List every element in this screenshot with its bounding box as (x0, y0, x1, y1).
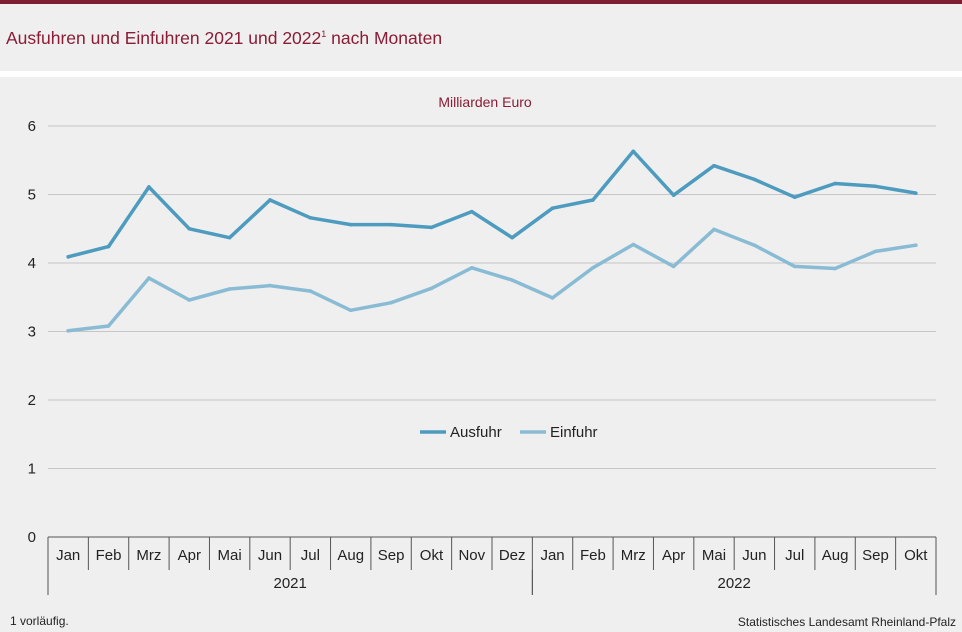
data-point-einfuhr (227, 287, 232, 291)
x-tick-label: Jan (540, 547, 564, 564)
x-tick-label: Okt (904, 547, 928, 564)
legend-label: Ausfuhr (450, 424, 502, 441)
data-point-einfuhr (510, 278, 514, 282)
data-point-einfuhr (591, 265, 595, 270)
footnote: 1 vorläufig. (10, 614, 69, 628)
data-point-ausfuhr (712, 163, 716, 168)
data-point-ausfuhr (631, 149, 636, 154)
x-tick-label: Mai (218, 547, 242, 564)
x-tick-label: Mrz (136, 547, 161, 564)
data-point-ausfuhr (470, 209, 474, 214)
data-point-ausfuhr (187, 226, 192, 231)
x-tick-label: Sep (862, 547, 889, 564)
x-tick-label: Jun (258, 547, 282, 564)
data-point-ausfuhr (550, 206, 555, 210)
data-point-einfuhr (914, 243, 918, 247)
data-point-ausfuhr (591, 198, 595, 202)
x-tick-label: Jul (301, 547, 320, 564)
data-point-ausfuhr (792, 195, 797, 200)
x-tick-label: Apr (178, 547, 201, 564)
title-footnote-marker: 1 (321, 29, 327, 39)
x-tick-label: Dez (499, 547, 526, 564)
x-tick-label: Apr (662, 547, 685, 564)
data-point-ausfuhr (147, 185, 151, 189)
data-point-ausfuhr (752, 177, 757, 182)
data-point-ausfuhr (308, 215, 313, 220)
data-point-ausfuhr (227, 235, 232, 240)
y-tick-label: 1 (28, 461, 36, 478)
series-line-einfuhr (66, 227, 918, 333)
x-tick-label: Okt (420, 547, 444, 564)
y-tick-label: 0 (28, 529, 36, 546)
data-point-einfuhr (389, 300, 393, 305)
x-tick-label: Feb (96, 547, 122, 564)
y-tick-label: 6 (28, 118, 36, 135)
data-point-einfuhr (631, 242, 636, 247)
data-point-einfuhr (833, 266, 837, 271)
x-tick-label: Jul (785, 547, 804, 564)
group-label: 2022 (717, 575, 750, 592)
data-point-einfuhr (147, 276, 151, 280)
series-line-ausfuhr (66, 149, 918, 259)
data-point-ausfuhr (268, 198, 272, 202)
data-point-einfuhr (66, 329, 70, 333)
data-point-einfuhr (470, 265, 474, 270)
data-point-ausfuhr (66, 255, 70, 259)
data-point-ausfuhr (833, 181, 837, 186)
data-point-einfuhr (792, 264, 797, 269)
data-point-einfuhr (752, 243, 757, 247)
data-point-einfuhr (550, 296, 555, 300)
y-tick-label: 4 (28, 255, 36, 272)
data-point-einfuhr (106, 324, 111, 328)
data-point-ausfuhr (106, 244, 111, 249)
data-point-einfuhr (268, 283, 272, 288)
data-point-ausfuhr (510, 235, 514, 240)
data-point-ausfuhr (671, 193, 676, 197)
legend-label: Einfuhr (550, 424, 598, 441)
data-point-einfuhr (429, 286, 434, 291)
x-tick-label: Mai (702, 547, 726, 564)
data-point-einfuhr (308, 289, 313, 293)
top-accent-bar (0, 0, 962, 4)
data-point-ausfuhr (914, 191, 918, 195)
x-tick-label: Sep (378, 547, 405, 564)
data-point-einfuhr (671, 264, 676, 269)
page-title: Ausfuhren und Einfuhren 2021 und 20221 n… (6, 28, 442, 49)
x-tick-label: Mrz (621, 547, 646, 564)
x-tick-label: Nov (458, 547, 485, 564)
y-tick-label: 3 (28, 324, 36, 341)
data-point-einfuhr (187, 298, 192, 302)
header-divider (0, 71, 962, 77)
x-tick-label: Aug (337, 547, 364, 564)
data-point-ausfuhr (873, 184, 878, 189)
title-suffix: nach Monaten (326, 28, 443, 48)
y-tick-label: 5 (28, 187, 36, 204)
group-label: 2021 (273, 575, 306, 592)
data-point-einfuhr (712, 227, 716, 232)
source-credit: Statistisches Landesamt Rheinland-Pfalz (737, 615, 956, 629)
data-point-ausfuhr (429, 225, 434, 230)
data-point-einfuhr (873, 249, 878, 254)
data-point-einfuhr (348, 308, 353, 313)
x-tick-label: Jan (56, 547, 80, 564)
data-point-ausfuhr (348, 222, 353, 227)
x-tick-label: Jun (742, 547, 766, 564)
y-tick-label: 2 (28, 392, 36, 409)
x-tick-label: Feb (580, 547, 606, 564)
unit-label: Milliarden Euro (438, 94, 532, 110)
x-tick-label: Aug (822, 547, 849, 564)
data-point-ausfuhr (389, 222, 393, 227)
title-text: Ausfuhren und Einfuhren 2021 und 2022 (6, 28, 322, 48)
